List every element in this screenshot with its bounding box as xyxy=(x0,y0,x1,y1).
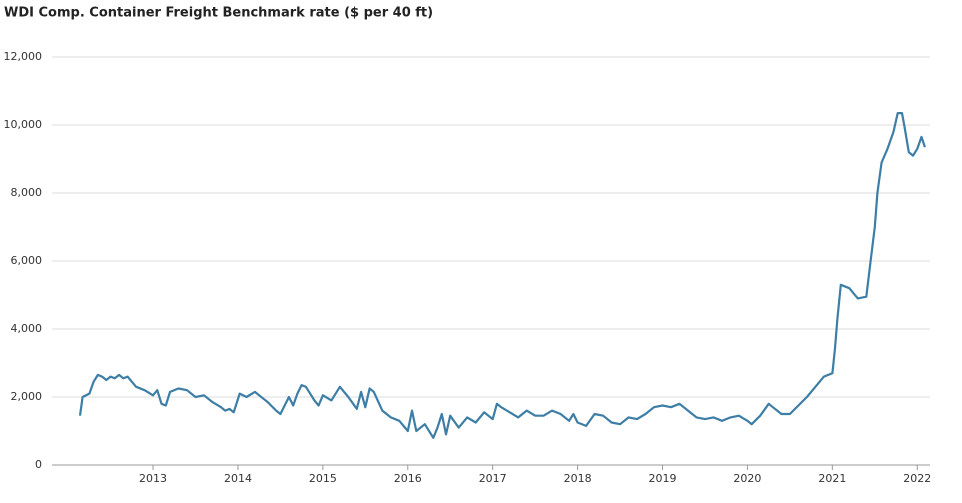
data-line xyxy=(78,112,926,439)
y-tick-label: 4,000 xyxy=(11,322,43,335)
y-tick-label: 0 xyxy=(35,458,42,471)
y-tick-label: 2,000 xyxy=(11,390,43,403)
x-tick-label: 2017 xyxy=(479,472,507,485)
y-tick-label: 6,000 xyxy=(11,254,43,267)
x-tick-label: 2019 xyxy=(649,472,677,485)
x-tick-label: 2016 xyxy=(394,472,422,485)
x-tick-label: 2015 xyxy=(309,472,337,485)
x-tick-label: 2020 xyxy=(733,472,761,485)
y-tick-label: 12,000 xyxy=(4,50,43,63)
x-tick-label: 2013 xyxy=(139,472,167,485)
x-tick-label: 2022 xyxy=(903,472,931,485)
chart-title: WDI Comp. Container Freight Benchmark ra… xyxy=(4,6,433,21)
x-tick-label: 2014 xyxy=(224,472,252,485)
x-tick-label: 2021 xyxy=(818,472,846,485)
y-tick-label: 10,000 xyxy=(4,118,43,131)
x-tick-label: 2018 xyxy=(564,472,592,485)
y-tick-label: 8,000 xyxy=(11,186,43,199)
